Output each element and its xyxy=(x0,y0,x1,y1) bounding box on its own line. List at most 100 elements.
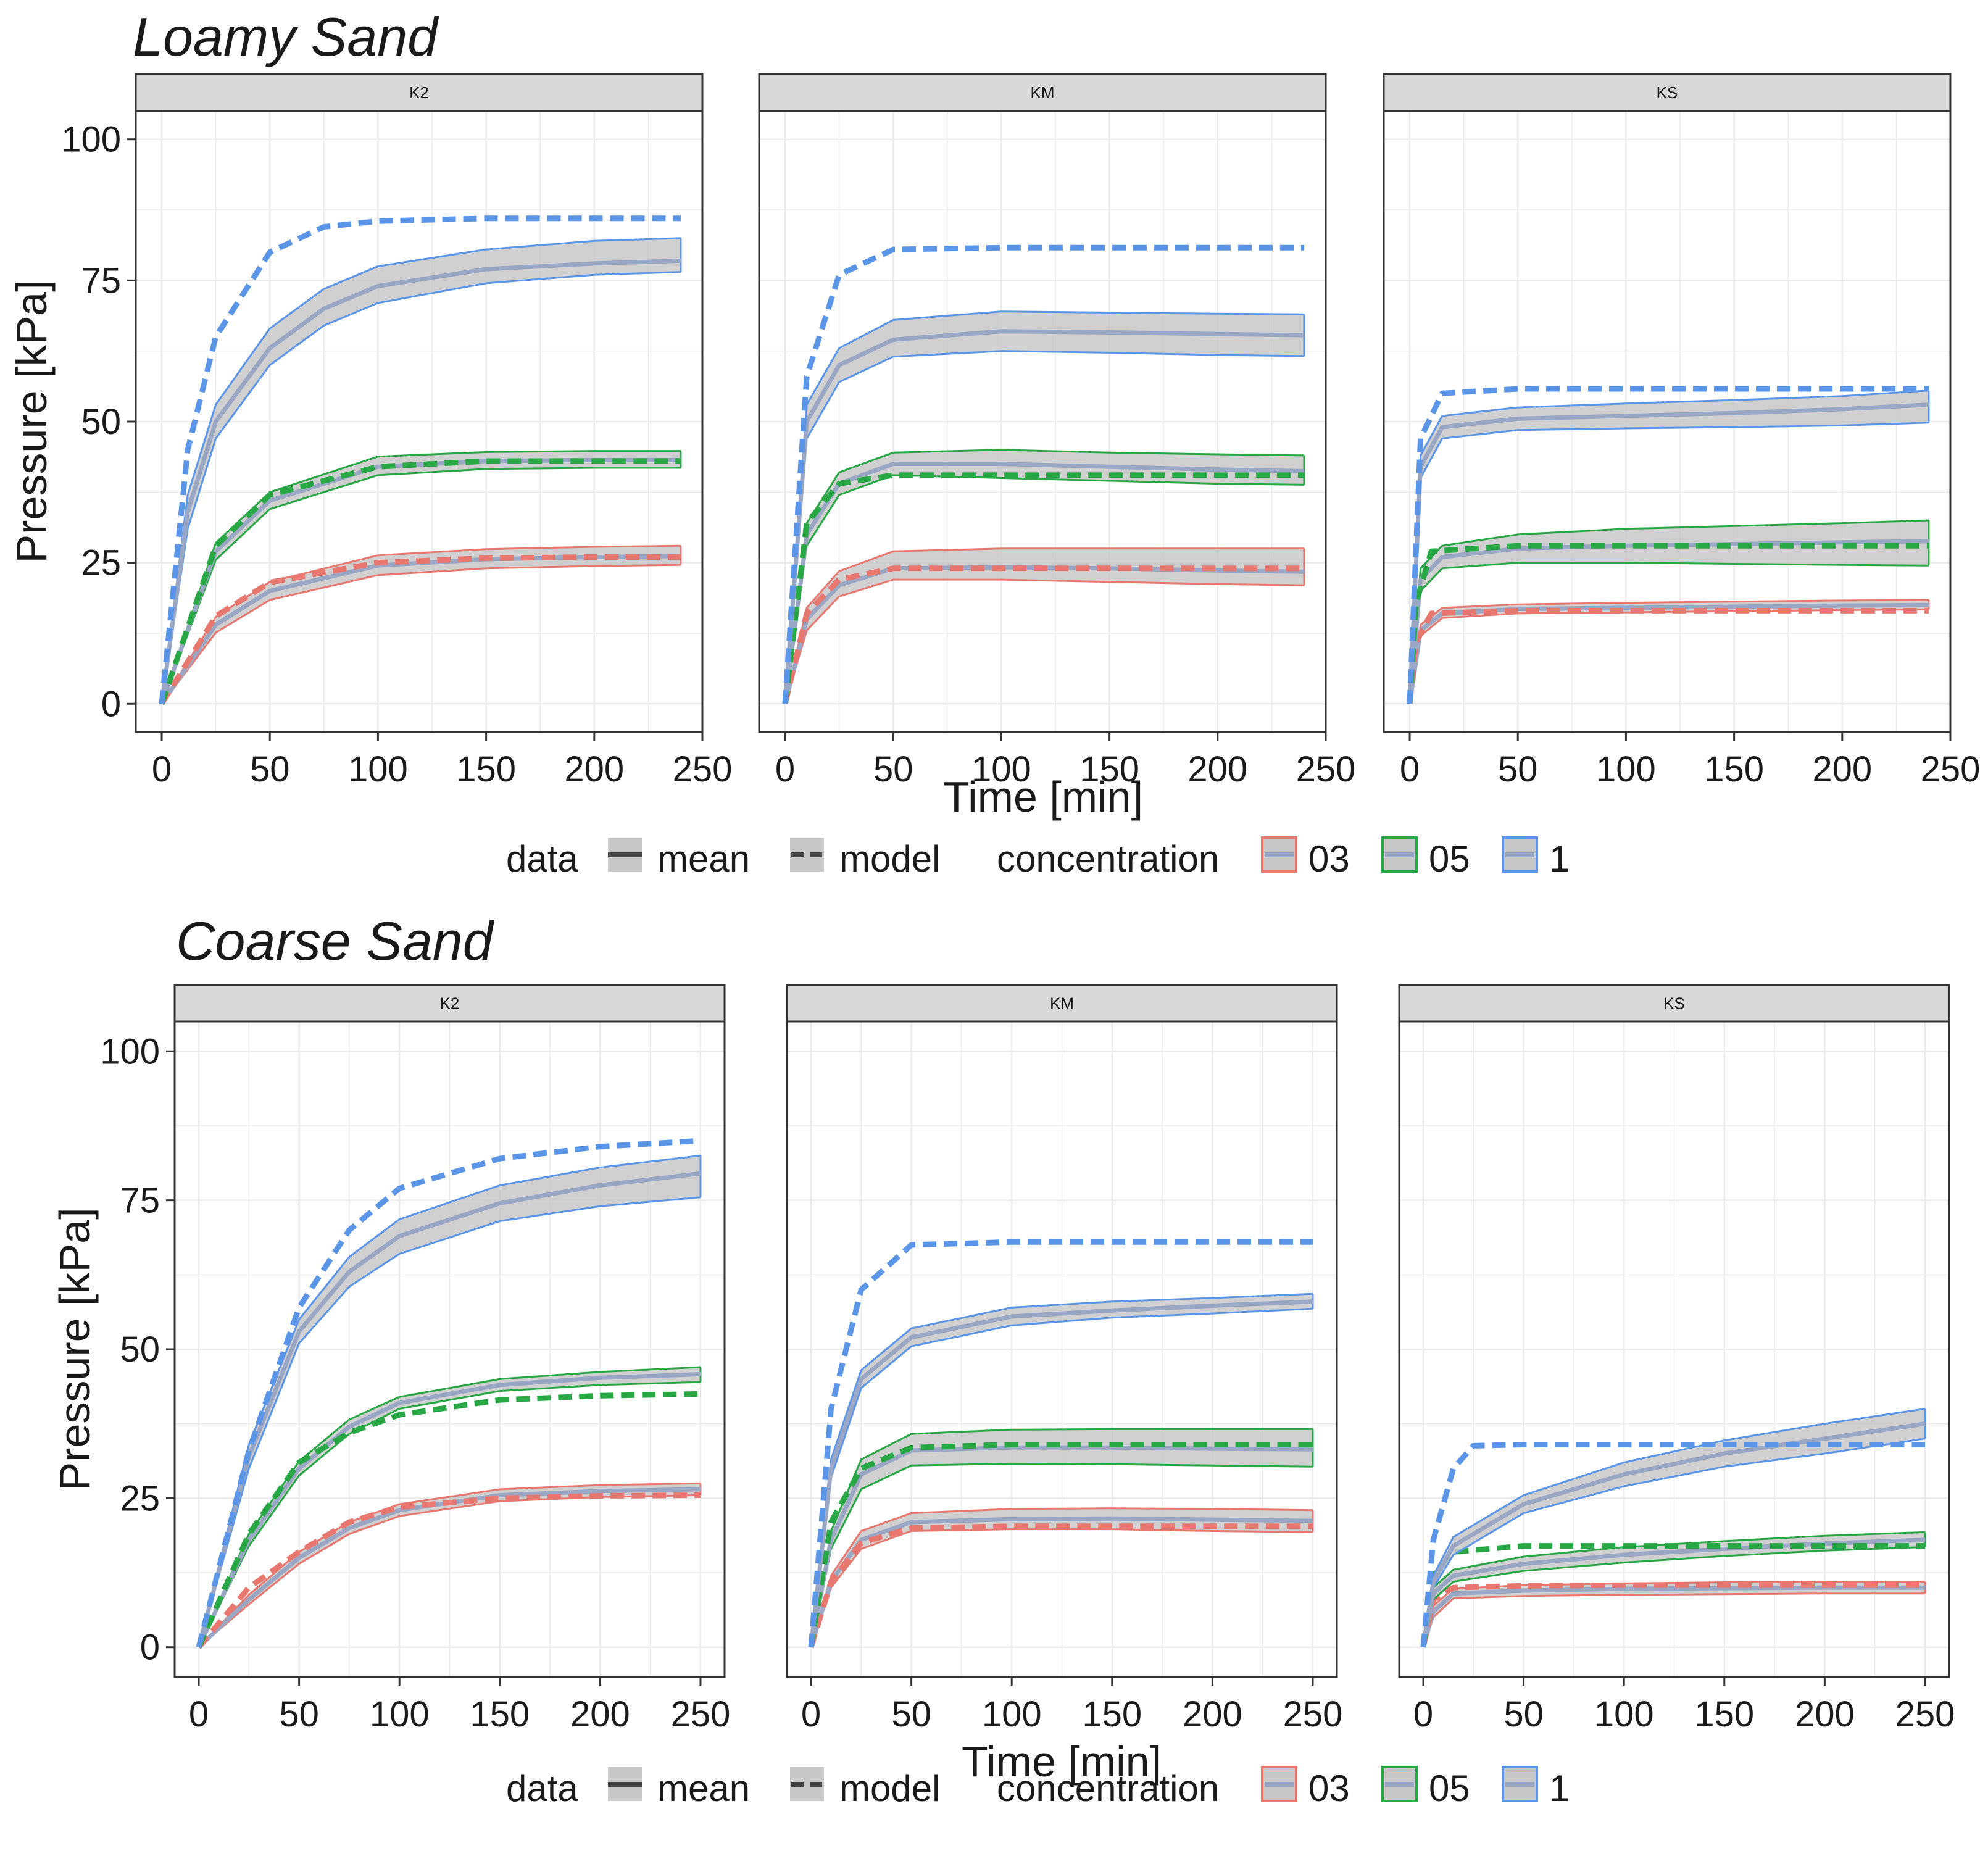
model-line-03 xyxy=(159,554,681,705)
legend-concentration-title: concentration xyxy=(997,1768,1219,1809)
ribbon-lower-1 xyxy=(1408,422,1929,704)
legend: data mean model concentration 03 05 1 xyxy=(506,1766,1570,1809)
y-tick-label: 25 xyxy=(81,543,121,583)
x-tick-label: 150 xyxy=(1694,1694,1754,1734)
x-tick-label: 50 xyxy=(891,1694,931,1734)
series-03 xyxy=(159,544,682,705)
x-tick-label: 100 xyxy=(370,1694,430,1734)
panel-k2: K2 0 50 100 150 200 250 0 25 50 75 100 xyxy=(100,984,731,1734)
x-tick-label: 250 xyxy=(671,1694,731,1734)
legend-mean-label: mean xyxy=(657,1768,750,1809)
x-tick-label: 50 xyxy=(250,749,290,789)
ribbon-upper-03 xyxy=(160,544,681,705)
legend: data mean model concentration 03 05 1 xyxy=(506,836,1570,880)
chart-title: Coarse Sand xyxy=(176,910,495,972)
strip-label: KM xyxy=(1050,994,1074,1013)
legend-mean-label: mean xyxy=(657,838,750,880)
y-tick-label: 75 xyxy=(81,260,121,301)
y-tick-label: 50 xyxy=(120,1329,160,1370)
gridlines xyxy=(787,1021,1337,1677)
panel-k2: K2 0 50 100 150 200 250 0 25 50 75 100 xyxy=(61,73,733,789)
y-tick-label: 25 xyxy=(120,1478,160,1518)
strip-label: KM xyxy=(1031,83,1055,102)
x-tick-label: 0 xyxy=(152,749,172,789)
model-line-1 xyxy=(196,1138,701,1648)
x-tick-label: 200 xyxy=(1795,1694,1855,1734)
strip-background xyxy=(1398,984,1950,1023)
series-03 xyxy=(1407,599,1930,704)
series-1 xyxy=(1420,1408,1926,1648)
x-tick-label: 0 xyxy=(775,749,795,789)
ribbon-upper-03 xyxy=(810,1507,1313,1648)
ribbon-lower-1 xyxy=(160,271,681,704)
ribbon-lower-05 xyxy=(810,1462,1313,1647)
ribbon-upper-05 xyxy=(1408,519,1929,704)
ribbon-1 xyxy=(785,311,1304,704)
x-tick-label: 100 xyxy=(348,749,408,789)
y-axis-label: Pressure [kPa] xyxy=(51,1207,99,1491)
ribbon-lower-03 xyxy=(810,1528,1313,1648)
legend-label-03: 03 xyxy=(1308,1768,1350,1809)
y-tick-label: 50 xyxy=(81,402,121,442)
legend-concentration-title: concentration xyxy=(997,838,1219,880)
x-axis-label: Time [min] xyxy=(962,1737,1162,1786)
ribbon-upper-03 xyxy=(784,547,1304,704)
ribbon-lower-1 xyxy=(1422,1438,1926,1647)
ribbon-upper-05 xyxy=(810,1428,1313,1647)
strip-background xyxy=(173,984,726,1023)
legend-model-label: model xyxy=(839,838,940,880)
mean-line-05 xyxy=(809,1445,1313,1648)
mean-line-05 xyxy=(783,462,1305,704)
y-tick-label: 75 xyxy=(120,1181,160,1221)
ribbon-upper-1 xyxy=(1422,1408,1926,1647)
ribbon-lower-1 xyxy=(810,1307,1313,1647)
model-line-05 xyxy=(1407,543,1929,704)
series-1 xyxy=(159,215,682,704)
x-tick-label: 250 xyxy=(673,749,733,789)
panel-border xyxy=(758,110,1327,733)
x-tick-label: 100 xyxy=(971,749,1031,789)
gridlines xyxy=(1399,1021,1949,1677)
strip-label: KS xyxy=(1663,994,1685,1013)
legend-label-05: 05 xyxy=(1429,838,1470,880)
model-line-05 xyxy=(159,458,681,705)
strip-label: K2 xyxy=(440,994,460,1013)
ribbon-05 xyxy=(1410,520,1929,704)
mean-line-1 xyxy=(809,1299,1313,1648)
model-line-1 xyxy=(159,215,681,704)
x-tick-label: 250 xyxy=(1895,1694,1955,1734)
legend-label-1: 1 xyxy=(1549,1768,1570,1809)
mean-line-03 xyxy=(783,565,1305,705)
ribbon-lower-1 xyxy=(784,350,1305,704)
model-line-03 xyxy=(1407,607,1929,704)
model-line-03 xyxy=(196,1492,701,1649)
x-tick-label: 50 xyxy=(873,749,913,789)
y-tick-label: 0 xyxy=(140,1628,160,1668)
series-1 xyxy=(196,1138,702,1648)
strip-background xyxy=(135,73,704,112)
ribbon-lower-05 xyxy=(1408,562,1929,704)
ribbon-upper-1 xyxy=(810,1292,1313,1647)
panel-border xyxy=(1383,110,1952,733)
x-tick-label: 0 xyxy=(1400,749,1420,789)
x-tick-label: 0 xyxy=(1413,1694,1433,1734)
mean-line-1 xyxy=(1421,1421,1926,1648)
x-tick-label: 250 xyxy=(1921,749,1981,789)
x-tick-label: 200 xyxy=(1812,749,1872,789)
x-tick-label: 200 xyxy=(570,1694,630,1734)
mean-line-1 xyxy=(196,1171,701,1648)
x-axis-label: Time [min] xyxy=(943,773,1143,821)
ribbon-lower-03 xyxy=(784,578,1305,704)
y-axis-label: Pressure [kPa] xyxy=(7,280,56,563)
x-tick-label: 150 xyxy=(1082,1694,1142,1734)
model-line-05 xyxy=(196,1391,701,1649)
ribbon-upper-03 xyxy=(198,1482,701,1648)
y-tick-label: 100 xyxy=(61,120,121,160)
mean-line-1 xyxy=(1407,402,1929,704)
x-tick-label: 0 xyxy=(801,1694,821,1734)
x-tick-label: 250 xyxy=(1283,1694,1343,1734)
x-tick-label: 150 xyxy=(456,749,516,789)
model-line-1 xyxy=(782,244,1304,704)
x-tick-label: 200 xyxy=(1187,749,1247,789)
